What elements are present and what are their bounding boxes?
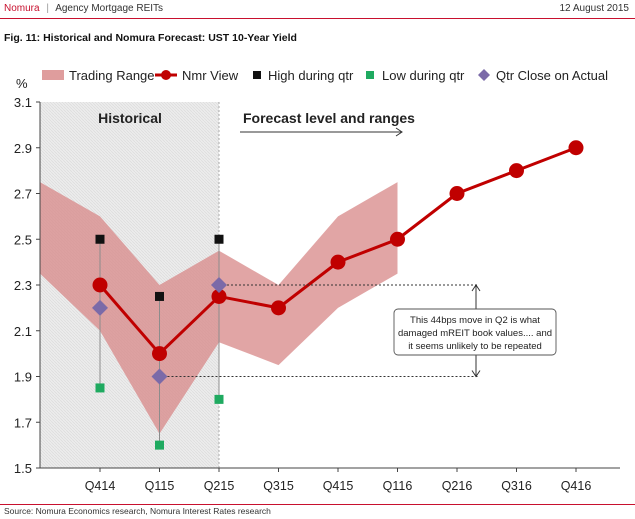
- y-tick-label: 3.1: [14, 95, 32, 110]
- x-tick-label: Q414: [85, 479, 116, 493]
- header-left: Nomura | Agency Mortgage REITs: [4, 0, 163, 17]
- x-tick-label: Q115: [145, 479, 175, 493]
- footer-rule: [0, 504, 635, 505]
- qtr-close-marker: [92, 299, 108, 316]
- legend-label-qtr-close: Qtr Close on Actual: [496, 68, 608, 83]
- legend-label-nmr-view: Nmr View: [182, 68, 239, 83]
- y-tick-label: 1.5: [14, 461, 32, 476]
- legend-swatch-qtr-close: [478, 69, 490, 81]
- y-tick-label: 1.9: [14, 370, 32, 385]
- report-name: Agency Mortgage REITs: [55, 3, 164, 14]
- y-tick-label: 2.5: [14, 232, 32, 247]
- y-tick-label: 2.3: [14, 278, 32, 293]
- callout-arrow-down: [471, 370, 481, 378]
- x-tick-label: Q216: [442, 479, 473, 493]
- y-tick-label: 1.7: [14, 415, 32, 430]
- high-during-qtr-marker: [155, 291, 164, 301]
- x-tick-label: Q415: [323, 479, 354, 493]
- legend-label-trading-range: Trading Range: [69, 68, 155, 83]
- figure-title: Fig. 11: Historical and Nomura Forecast:…: [4, 32, 297, 44]
- report-date: 12 August 2015: [559, 3, 629, 14]
- nmr-view-point: [271, 300, 286, 316]
- nmr-view-point: [509, 163, 524, 179]
- forecast-label: Forecast level and ranges: [243, 110, 415, 126]
- nmr-view-point: [92, 277, 108, 293]
- nmr-view-point: [330, 254, 346, 270]
- x-tick-label: Q315: [263, 479, 294, 493]
- historical-label: Historical: [98, 110, 162, 126]
- y-tick-label: 2.1: [14, 324, 32, 339]
- y-axis-label: %: [16, 76, 28, 91]
- yield-chart: 1.5 1.7 1.9 2.1 2.3 2.5 2.7 2.9 3.1% Q414 Q115 Q215…: [14, 68, 620, 493]
- legend-label-low: Low during qtr: [382, 68, 465, 83]
- callout-arrow-up: [471, 284, 481, 292]
- x-tick-label: Q316: [501, 479, 532, 493]
- header-separator: |: [46, 3, 49, 14]
- high-during-qtr-marker: [95, 234, 105, 244]
- legend-swatch-nmr-point: [161, 70, 171, 80]
- legend-swatch-trading-range: [42, 70, 64, 80]
- report-header: Nomura | Agency Mortgage REITs 12 August…: [0, 0, 635, 19]
- x-tick-label: Q215: [204, 479, 235, 493]
- forecast-arrow-head: [395, 127, 403, 137]
- qtr-close-marker: [211, 277, 227, 293]
- callout-box: [393, 308, 557, 356]
- callout-text: it seems unlikely to be repeated: [408, 341, 542, 352]
- legend-label-high: High during qtr: [268, 68, 354, 83]
- callout-text: damaged mREIT book values.... and: [398, 328, 552, 339]
- nmr-view-point: [152, 346, 167, 362]
- y-tick-label: 2.7: [14, 187, 32, 202]
- qtr-close-marker: [151, 368, 168, 385]
- nmr-view-point: [211, 288, 227, 304]
- low-during-qtr-marker: [155, 440, 164, 450]
- legend-swatch-low: [366, 71, 374, 79]
- nmr-view-point: [568, 140, 584, 156]
- legend-swatch-high: [253, 71, 261, 79]
- low-during-qtr-marker: [95, 383, 105, 393]
- low-during-qtr-marker: [214, 394, 224, 404]
- x-tick-label: Q416: [561, 479, 592, 493]
- y-tick-label: 2.9: [14, 141, 32, 156]
- callout-text: This 44bps move in Q2 is what: [410, 315, 540, 326]
- source-note: Source: Nomura Economics research, Nomur…: [4, 506, 271, 516]
- nmr-view-point: [449, 186, 465, 201]
- high-during-qtr-marker: [214, 234, 224, 244]
- nmr-view-point: [390, 231, 405, 247]
- brand-name: Nomura: [4, 3, 40, 14]
- x-tick-label: Q116: [383, 479, 413, 493]
